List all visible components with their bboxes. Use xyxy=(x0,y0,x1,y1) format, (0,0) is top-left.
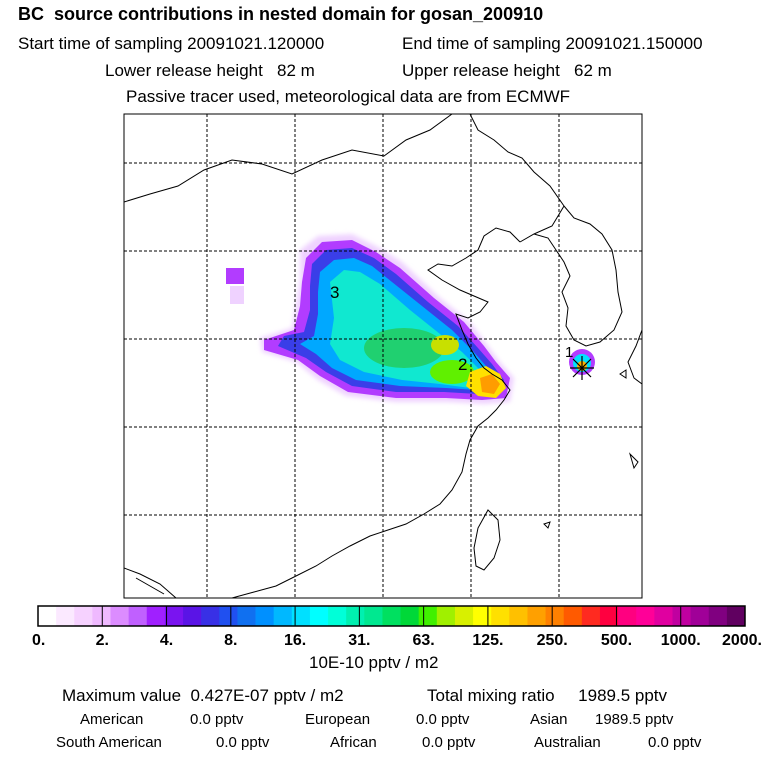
total-mixing-label: Total mixing ratio 1989.5 pptv xyxy=(427,686,668,705)
island-2 xyxy=(543,521,551,529)
australian-value: 0.0 pptv xyxy=(648,734,702,751)
border-northeast xyxy=(469,114,565,243)
receptor-star-icon xyxy=(570,356,594,380)
border-southwest xyxy=(124,567,177,598)
lower-release-label: Lower release height 82 m xyxy=(105,61,315,80)
border-north xyxy=(124,114,453,203)
colorbar-tick-label: 2000. xyxy=(722,632,762,649)
max-value-label: Maximum value 0.427E-07 pptv / m2 xyxy=(62,686,344,705)
island-1 xyxy=(628,452,639,470)
source-label-3: 3 xyxy=(330,283,339,302)
colorbar-tick-label: 2. xyxy=(96,632,109,649)
colorbar-tick-label: 4. xyxy=(160,632,173,649)
patch-west-halo xyxy=(230,286,244,304)
plume-green xyxy=(364,328,444,368)
colorbar-tick-label: 0. xyxy=(32,632,45,649)
colorbar-tick-label: 16. xyxy=(284,632,306,649)
colorbar-tick-labels: 0. 2. 4. 8. 16. 31. 63. 125. 250. 500. 1000. 2000. xyxy=(32,632,762,649)
south-american-value: 0.0 pptv xyxy=(216,734,270,751)
american-label: American xyxy=(80,711,144,728)
asian-value: 1989.5 pptv xyxy=(595,711,674,728)
european-label: European xyxy=(305,711,371,728)
taiwan xyxy=(473,509,501,571)
coastlines xyxy=(124,114,642,598)
american-value: 0.0 pptv xyxy=(190,711,244,728)
plume-green-2 xyxy=(430,360,474,384)
source-label-1: 1 xyxy=(565,344,573,361)
colorbar-tick-label: 8. xyxy=(224,632,237,649)
map-panel: 1 2 3 xyxy=(123,113,643,599)
colorbar-tick-label: 250. xyxy=(537,632,568,649)
plume-layer xyxy=(226,234,595,404)
coast-japan xyxy=(627,329,642,385)
colorbar-tick-label: 63. xyxy=(413,632,435,649)
upper-release-label: Upper release height 62 m xyxy=(402,61,612,80)
colorbar-tick-label: 31. xyxy=(348,632,370,649)
tracer-note: Passive tracer used, meteorological data… xyxy=(126,87,571,106)
african-value: 0.0 pptv xyxy=(422,734,476,751)
coast-korea xyxy=(533,205,623,347)
colorbar-unit: 10E-10 pptv / m2 xyxy=(309,653,439,672)
patch-west xyxy=(226,268,244,284)
start-time-label: Start time of sampling 20091021.120000 xyxy=(18,34,325,53)
end-time-label: End time of sampling 20091021.150000 xyxy=(402,34,703,53)
south-american-label: South American xyxy=(56,734,162,751)
colorbar-tick-label: 125. xyxy=(472,632,503,649)
border-south-2 xyxy=(135,577,165,595)
asian-label: Asian xyxy=(530,711,568,728)
colorbar-tick-label: 1000. xyxy=(661,632,701,649)
plume-yellowgreen xyxy=(431,335,459,355)
australian-label: Australian xyxy=(534,734,601,751)
colorbar-tick-label: 500. xyxy=(601,632,632,649)
african-label: African xyxy=(330,734,377,751)
european-value: 0.0 pptv xyxy=(416,711,470,728)
coast-china xyxy=(231,227,521,598)
plume-orange xyxy=(480,374,500,394)
plot-title: BC source contributions in nested domain… xyxy=(18,4,544,24)
island-3 xyxy=(619,369,627,379)
source-label-2: 2 xyxy=(458,355,467,374)
map-frame xyxy=(123,113,643,599)
grid-lines xyxy=(124,114,642,598)
